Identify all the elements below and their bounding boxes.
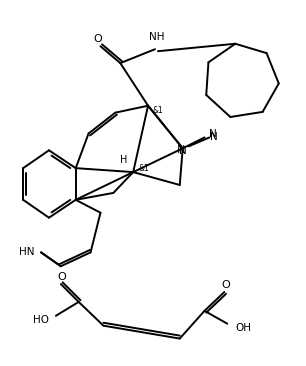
Text: &1: &1	[138, 164, 149, 173]
Text: HO: HO	[33, 315, 49, 325]
Text: NH: NH	[149, 32, 165, 42]
Text: &1: &1	[153, 106, 164, 115]
Text: N: N	[179, 146, 187, 156]
Text: H: H	[120, 155, 127, 165]
Text: OH: OH	[235, 323, 251, 333]
Text: N: N	[210, 132, 217, 142]
Text: O: O	[93, 34, 102, 44]
Text: O: O	[58, 272, 66, 282]
Text: N: N	[210, 130, 217, 139]
Text: HN: HN	[19, 247, 34, 257]
Text: N: N	[177, 145, 185, 155]
Text: O: O	[221, 280, 230, 290]
